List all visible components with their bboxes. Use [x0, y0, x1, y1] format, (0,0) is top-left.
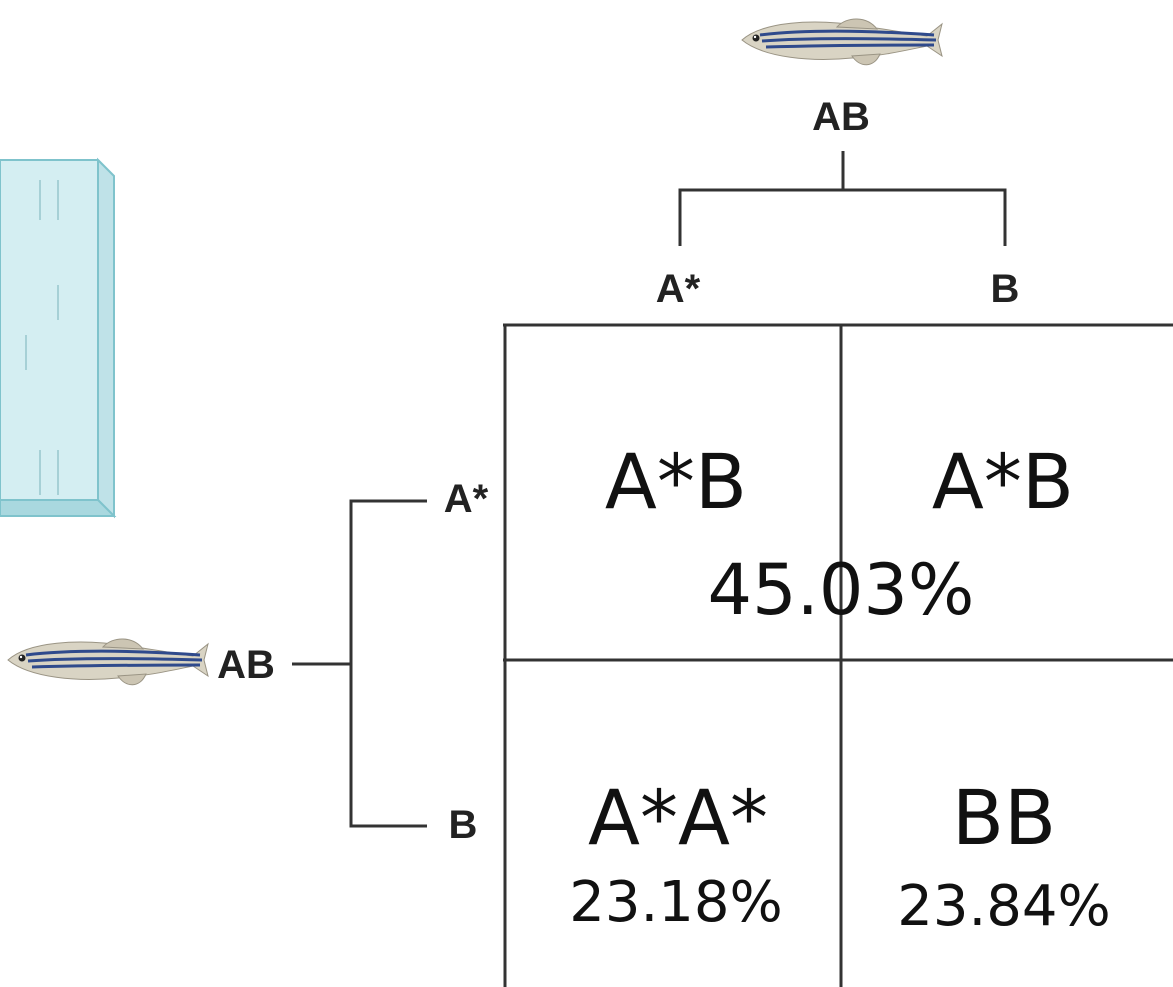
- cell-top-right-genotype: A*B: [932, 437, 1074, 526]
- zebrafish-icon: [740, 17, 944, 67]
- left-allele-b: B: [449, 803, 478, 847]
- top-allele-b: B: [991, 267, 1020, 311]
- top-bracket: [678, 151, 1007, 246]
- homozygous-b-percentage: 23.84%: [897, 874, 1111, 939]
- heterozygous-percentage: 45.03%: [708, 549, 975, 631]
- punnett-grid: [503, 323, 1173, 987]
- cell-bottom-right-genotype: BB: [952, 773, 1056, 862]
- water-tank-icon: [0, 157, 117, 519]
- top-parent-genotype: AB: [812, 95, 870, 139]
- left-parent-genotype: AB: [217, 643, 275, 687]
- left-allele-a: A*: [444, 477, 489, 521]
- cell-top-left-genotype: A*B: [605, 437, 747, 526]
- cell-bottom-left-genotype: A*A*: [588, 773, 768, 862]
- top-allele-a: A*: [656, 267, 701, 311]
- left-bracket: [292, 499, 427, 828]
- zebrafish-icon: [6, 637, 210, 687]
- homozygous-a-percentage: 23.18%: [569, 870, 783, 935]
